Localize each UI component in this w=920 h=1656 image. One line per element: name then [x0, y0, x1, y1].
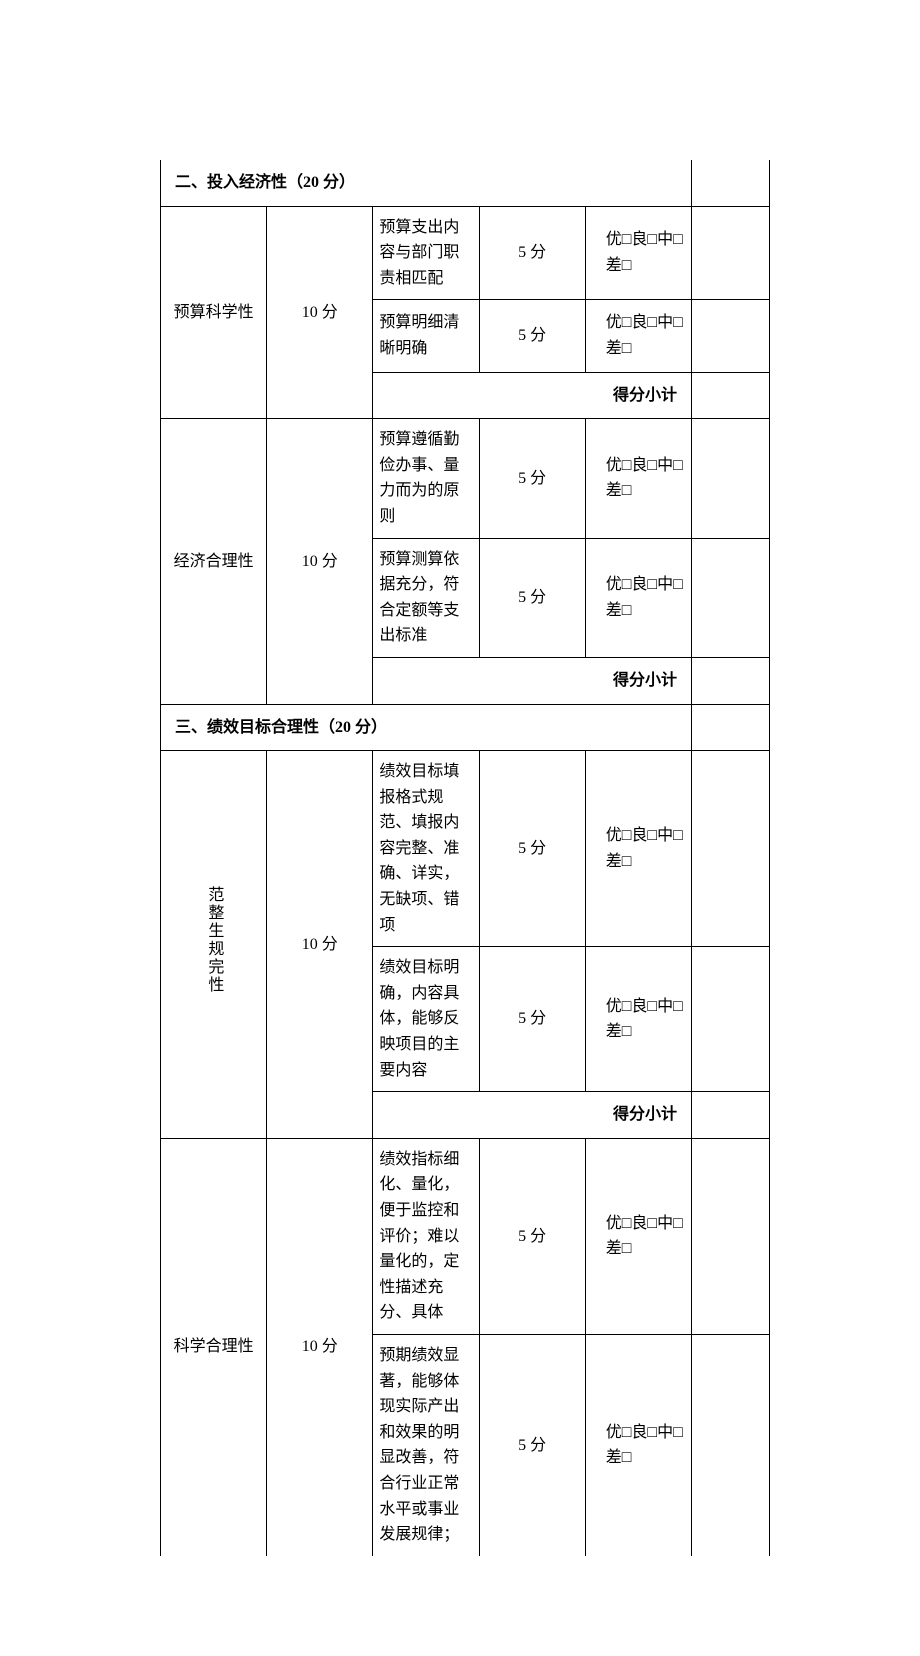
points-cell: 5 分 — [479, 419, 585, 538]
points-cell: 5 分 — [479, 538, 585, 657]
empty-cell — [692, 160, 770, 206]
desc-cell: 预算支出内容与部门职责相匹配 — [373, 206, 479, 300]
empty-cell — [692, 704, 770, 751]
empty-cell — [692, 1334, 770, 1555]
empty-cell — [692, 206, 770, 300]
desc-cell: 预期绩效显著，能够体现实际产出和效果的明显改善，符合行业正常水平或事业发展规律； — [373, 1334, 479, 1555]
rating-cell: 优□良□中□差□ — [585, 1334, 691, 1555]
empty-cell — [692, 538, 770, 657]
empty-cell — [692, 1138, 770, 1334]
evaluation-table: 二、投入经济性（20 分） 预算科学性 10 分 预算支出内容与部门职责相匹配 … — [160, 160, 770, 1556]
subtotal-cell: 得分小计 — [373, 372, 692, 419]
points-cell: 5 分 — [479, 206, 585, 300]
subtotal-cell: 得分小计 — [373, 1092, 692, 1139]
points-cell: 5 分 — [479, 947, 585, 1092]
category-cell: 范整生规完性 — [161, 751, 267, 1139]
subtotal-cell: 得分小计 — [373, 657, 692, 704]
rating-cell: 优□良□中□差□ — [585, 1138, 691, 1334]
desc-cell: 预算测算依据充分，符合定额等支出标准 — [373, 538, 479, 657]
category-cell: 预算科学性 — [161, 206, 267, 419]
rating-cell: 优□良□中□差□ — [585, 538, 691, 657]
empty-cell — [692, 657, 770, 704]
desc-cell: 绩效目标明确，内容具体，能够反映项目的主要内容 — [373, 947, 479, 1092]
category-cell: 经济合理性 — [161, 419, 267, 704]
score-cell: 10 分 — [267, 1138, 373, 1555]
rating-cell: 优□良□中□差□ — [585, 419, 691, 538]
category-cell: 科学合理性 — [161, 1138, 267, 1555]
empty-cell — [692, 1092, 770, 1139]
score-cell: 10 分 — [267, 751, 373, 1139]
rating-cell: 优□良□中□差□ — [585, 947, 691, 1092]
desc-cell: 绩效目标填报格式规范、填报内容完整、准确、详实，无缺项、错项 — [373, 751, 479, 947]
rating-cell: 优□良□中□差□ — [585, 206, 691, 300]
empty-cell — [692, 300, 770, 372]
vertical-category-label: 范整生规完性 — [201, 886, 227, 994]
score-cell: 10 分 — [267, 206, 373, 419]
points-cell: 5 分 — [479, 1334, 585, 1555]
desc-cell: 预算遵循勤俭办事、量力而为的原则 — [373, 419, 479, 538]
empty-cell — [692, 372, 770, 419]
section-header: 三、绩效目标合理性（20 分） — [161, 704, 692, 751]
rating-cell: 优□良□中□差□ — [585, 751, 691, 947]
empty-cell — [692, 419, 770, 538]
points-cell: 5 分 — [479, 1138, 585, 1334]
points-cell: 5 分 — [479, 300, 585, 372]
rating-cell: 优□良□中□差□ — [585, 300, 691, 372]
desc-cell: 预算明细清晰明确 — [373, 300, 479, 372]
desc-cell: 绩效指标细化、量化，便于监控和评价；难以量化的，定性描述充分、具体 — [373, 1138, 479, 1334]
section-header: 二、投入经济性（20 分） — [161, 160, 692, 206]
points-cell: 5 分 — [479, 751, 585, 947]
score-cell: 10 分 — [267, 419, 373, 704]
empty-cell — [692, 751, 770, 947]
empty-cell — [692, 947, 770, 1092]
